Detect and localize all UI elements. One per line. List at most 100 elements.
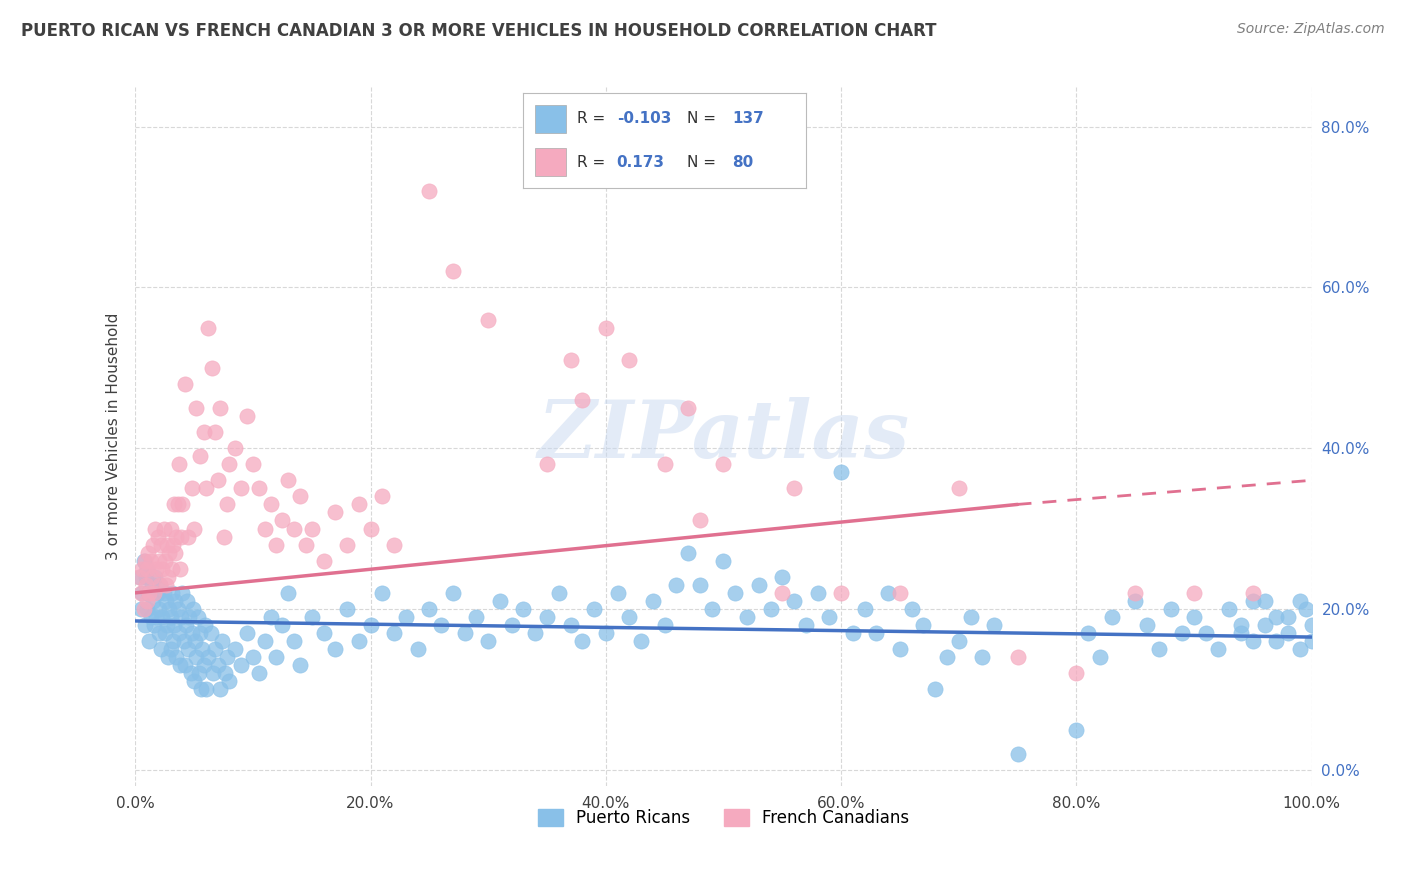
Point <box>159 610 181 624</box>
Point <box>208 401 231 415</box>
Point <box>983 618 1005 632</box>
Point <box>630 634 652 648</box>
Point <box>560 352 582 367</box>
Point <box>132 554 155 568</box>
Point <box>236 409 259 423</box>
Point <box>153 626 176 640</box>
Point <box>215 497 238 511</box>
Point <box>145 610 167 624</box>
Point <box>783 594 806 608</box>
Point <box>247 481 270 495</box>
Point <box>183 522 205 536</box>
Point <box>336 602 359 616</box>
Point <box>152 522 174 536</box>
Point <box>218 457 240 471</box>
Point <box>201 360 224 375</box>
Point <box>759 602 782 616</box>
Point <box>253 634 276 648</box>
Point <box>948 634 970 648</box>
Point <box>301 522 323 536</box>
Point <box>654 457 676 471</box>
Point <box>224 441 246 455</box>
Point <box>259 497 281 511</box>
Point <box>157 602 180 616</box>
Point <box>1241 634 1264 648</box>
Point <box>283 634 305 648</box>
Point <box>1241 594 1264 608</box>
Point <box>1295 602 1317 616</box>
Point <box>948 481 970 495</box>
Point <box>619 610 641 624</box>
Point <box>131 586 153 600</box>
Point <box>193 425 215 439</box>
Point <box>180 481 202 495</box>
Point <box>136 562 159 576</box>
Point <box>266 538 288 552</box>
Point <box>536 610 558 624</box>
Point <box>1289 642 1312 657</box>
Point <box>134 618 156 632</box>
Point <box>173 376 195 391</box>
Point <box>1182 610 1205 624</box>
Point <box>336 538 359 552</box>
Point <box>142 594 165 608</box>
Point <box>323 505 346 519</box>
Point <box>560 618 582 632</box>
Point <box>794 618 817 632</box>
Point <box>247 666 270 681</box>
Point <box>277 473 299 487</box>
Point <box>149 578 172 592</box>
Point <box>676 401 699 415</box>
Point <box>1289 594 1312 608</box>
Point <box>501 618 523 632</box>
Point <box>153 554 176 568</box>
Point <box>218 674 240 689</box>
Point <box>162 538 184 552</box>
Point <box>197 650 219 665</box>
Point <box>136 546 159 560</box>
Point <box>418 184 440 198</box>
Point <box>191 642 214 657</box>
Point <box>156 538 179 552</box>
Point <box>148 626 170 640</box>
Point <box>830 586 852 600</box>
Point <box>595 626 617 640</box>
Point <box>166 497 188 511</box>
Point <box>253 522 276 536</box>
Point <box>135 578 157 592</box>
Point <box>201 666 224 681</box>
Legend: Puerto Ricans, French Canadians: Puerto Ricans, French Canadians <box>531 802 915 833</box>
Point <box>143 586 166 600</box>
Text: PUERTO RICAN VS FRENCH CANADIAN 3 OR MORE VEHICLES IN HOUSEHOLD CORRELATION CHAR: PUERTO RICAN VS FRENCH CANADIAN 3 OR MOR… <box>21 22 936 40</box>
Point <box>204 425 226 439</box>
Point <box>150 538 173 552</box>
Point <box>157 570 180 584</box>
Point <box>197 320 219 334</box>
Point <box>1077 626 1099 640</box>
Point <box>900 602 922 616</box>
Point <box>166 650 188 665</box>
Point <box>184 634 207 648</box>
Point <box>654 618 676 632</box>
Point <box>1230 626 1253 640</box>
Point <box>163 497 186 511</box>
Point <box>770 586 793 600</box>
Point <box>713 457 735 471</box>
Point <box>477 634 499 648</box>
Point <box>288 658 311 673</box>
Text: Source: ZipAtlas.com: Source: ZipAtlas.com <box>1237 22 1385 37</box>
Point <box>135 570 157 584</box>
Point <box>173 634 195 648</box>
Point <box>489 594 512 608</box>
Point <box>360 618 382 632</box>
Point <box>180 626 202 640</box>
Point <box>132 602 155 616</box>
Point <box>676 546 699 560</box>
Point <box>242 457 264 471</box>
Point <box>1253 594 1275 608</box>
Point <box>186 650 208 665</box>
Point <box>583 602 606 616</box>
Point <box>173 658 195 673</box>
Point <box>347 497 370 511</box>
Point <box>1253 618 1275 632</box>
